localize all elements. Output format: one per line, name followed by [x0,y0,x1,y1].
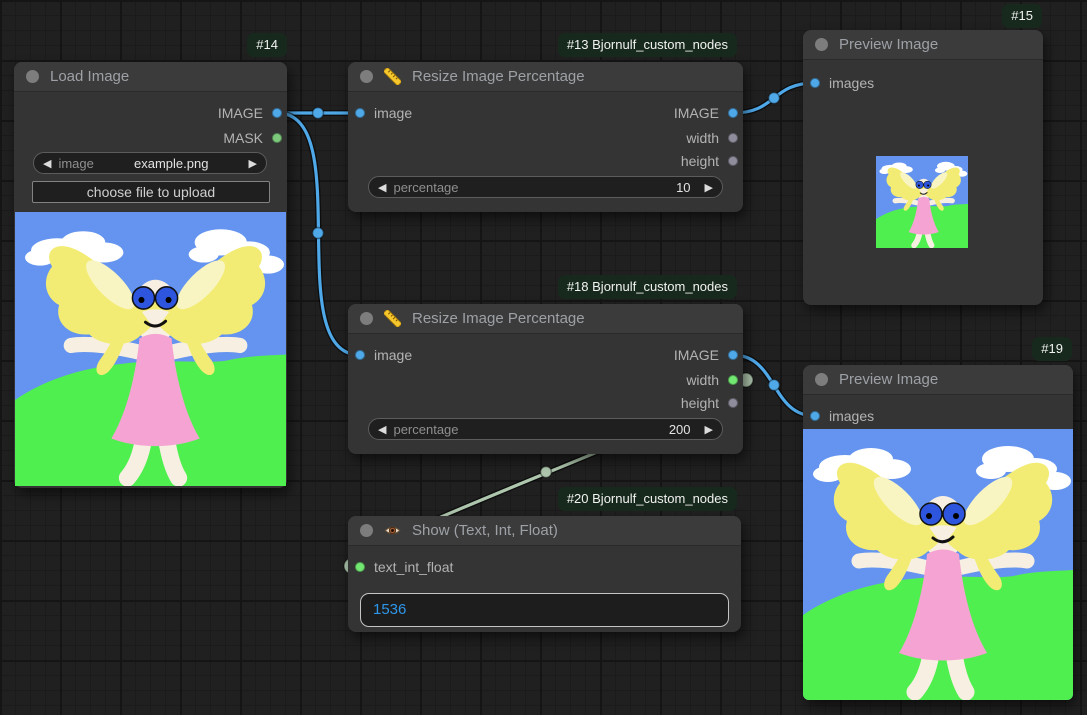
node-title: Resize Image Percentage [412,68,585,85]
output-dot-width[interactable] [728,374,738,385]
output-slot-height: height [681,148,738,173]
node-title: Preview Image [839,36,939,53]
widget-value[interactable]: 200 [668,421,691,437]
output-label: height [680,394,719,411]
input-label: images [829,407,875,424]
node-resize-13-header[interactable]: Resize Image Percentage [348,62,743,92]
previous-value-arrow-icon[interactable]: ◀ [43,157,52,170]
node-preview-15-header[interactable]: Preview Image [803,30,1043,60]
node-id-badge: #18 Bjornulf_custom_nodes [557,275,737,299]
image-combo-widget[interactable]: ◀ image example.png ▶ [33,152,267,174]
output-dot-height[interactable] [728,155,738,166]
preview-image-large [803,429,1073,700]
decrement-arrow-icon[interactable]: ◀ [378,181,387,194]
output-label: MASK [223,129,263,146]
input-dot-images[interactable] [810,77,820,88]
ruler-icon [384,310,401,327]
widget-value: example.png [133,155,209,171]
ruler-icon [384,68,401,85]
output-label: IMAGE [217,104,263,121]
output-slot-width: width [686,125,738,150]
widget-value[interactable]: 10 [676,179,691,195]
percentage-widget[interactable]: ◀ percentage 200 ▶ [368,418,723,440]
output-dot-mask[interactable] [272,132,282,143]
output-slot-height: height [681,390,738,415]
increment-arrow-icon[interactable]: ▶ [704,181,713,194]
input-dot-image[interactable] [355,349,365,360]
output-slot-mask: MASK [223,125,282,150]
output-label: height [680,152,719,169]
output-slot-image: IMAGE [674,100,738,125]
choose-file-button[interactable]: choose file to upload [32,181,270,203]
node-load-image-header[interactable]: Load Image [14,62,287,92]
input-slot-images: images [810,403,874,428]
preview-thumbnail [876,156,968,248]
input-dot-image[interactable] [355,107,365,118]
node-resize-18-header[interactable]: Resize Image Percentage [348,304,743,334]
collapse-dot-icon[interactable] [26,70,39,83]
output-dot-image[interactable] [728,107,738,118]
input-label: text_int_float [374,558,454,575]
input-slot-text-int-float: text_int_float [355,554,453,579]
node-preview-15[interactable]: Preview Image images [803,30,1043,305]
output-label: width [686,371,719,388]
increment-arrow-icon[interactable]: ▶ [704,423,713,436]
collapse-dot-icon[interactable] [360,70,373,83]
output-dot-image[interactable] [272,107,282,118]
input-label: images [829,74,875,91]
input-label: image [374,346,413,363]
node-title: Resize Image Percentage [412,310,585,327]
value-display-box[interactable]: 1536 [360,593,729,627]
input-slot-image: image [355,100,412,125]
node-id-badge: #19 [1032,337,1072,361]
node-load-image[interactable]: Load Image IMAGE MASK ◀ image example.pn… [14,62,287,488]
output-dot-image[interactable] [728,349,738,360]
output-slot-image: IMAGE [218,100,282,125]
node-id-badge: #14 [247,33,287,57]
node-show-20-header[interactable]: Show (Text, Int, Float) [348,516,741,546]
input-slot-images: images [810,70,874,95]
node-id-badge: #13 Bjornulf_custom_nodes [557,33,737,57]
percentage-widget[interactable]: ◀ percentage 10 ▶ [368,176,723,198]
output-dot-height[interactable] [728,397,738,408]
output-slot-image: IMAGE [674,342,738,367]
collapse-dot-icon[interactable] [815,373,828,386]
node-id-badge: #20 Bjornulf_custom_nodes [557,487,737,511]
widget-label: percentage [393,421,459,437]
link-resize13-to-preview15 [732,80,816,116]
collapse-dot-icon[interactable] [360,312,373,325]
link-load-to-resize18 [276,110,361,358]
loaded-image-preview [15,212,286,486]
link-resize18-to-preview19 [732,352,816,419]
input-label: image [374,104,413,121]
output-label: IMAGE [673,104,719,121]
input-dot-images[interactable] [810,410,820,421]
output-label: IMAGE [673,346,719,363]
node-resize-13[interactable]: Resize Image Percentage image IMAGE widt… [348,62,743,212]
widget-label: image [58,155,94,171]
input-slot-image: image [355,342,412,367]
collapse-dot-icon[interactable] [360,524,373,537]
node-show-20[interactable]: Show (Text, Int, Float) text_int_float 1… [348,516,741,632]
output-dot-width[interactable] [728,132,738,143]
output-label: width [686,129,719,146]
input-dot-text-int-float[interactable] [355,561,365,572]
collapse-dot-icon[interactable] [815,38,828,51]
eye-icon [384,522,401,539]
next-value-arrow-icon[interactable]: ▶ [248,157,257,170]
node-preview-19-header[interactable]: Preview Image [803,365,1073,395]
node-resize-18[interactable]: Resize Image Percentage image IMAGE widt… [348,304,743,454]
node-preview-19[interactable]: Preview Image images [803,365,1073,700]
node-id-badge: #15 [1002,4,1042,28]
decrement-arrow-icon[interactable]: ◀ [378,423,387,436]
node-title: Load Image [50,68,130,85]
node-title: Preview Image [839,371,939,388]
widget-label: percentage [393,179,459,195]
node-title: Show (Text, Int, Float) [412,522,558,539]
output-slot-width: width [686,367,738,392]
